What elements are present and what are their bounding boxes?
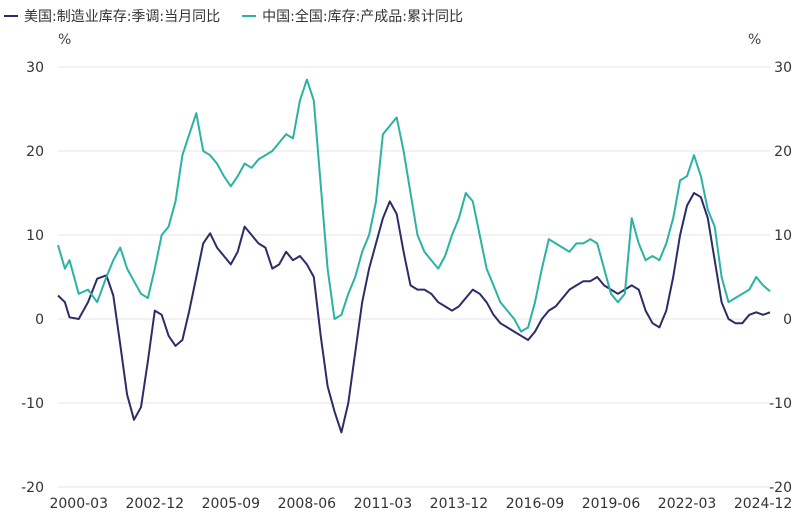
x-tick-label: 2024-12 [734, 496, 793, 512]
y-left-tick-label: 20 [26, 144, 44, 160]
y-right-tick-label: 0 [783, 312, 792, 328]
x-tick-label: 2011-03 [354, 496, 413, 512]
y-right-tick-label: -20 [769, 480, 792, 496]
y-left-tick-label: -20 [21, 480, 44, 496]
legend-item-us: 美国:制造业库存:季调:当月同比 [4, 6, 220, 26]
y-left-tick-label: -10 [21, 396, 44, 412]
x-tick-label: 2005-09 [202, 496, 261, 512]
legend-label-us: 美国:制造业库存:季调:当月同比 [24, 9, 221, 25]
y-right-tick-label: 30 [774, 60, 792, 76]
y-right-tick-label: 20 [774, 144, 792, 160]
x-tick-label: 2008-06 [278, 496, 337, 512]
x-tick-label: 2016-09 [506, 496, 565, 512]
y-left-tick-label: 10 [26, 228, 44, 244]
y-left-tick-label: 0 [35, 312, 44, 328]
series-lines [57, 78, 771, 434]
legend-swatch-us [4, 15, 18, 17]
series-line-1 [57, 78, 771, 333]
x-tick-label: 2019-06 [582, 496, 641, 512]
y-axis-right-ticks: 30 20 10 0 -10 -20 [769, 60, 792, 496]
x-axis-ticks: 2000-03 2002-12 2005-09 2008-06 2011-03 2013-… [49, 496, 792, 512]
x-tick-label: 2002-12 [126, 496, 185, 512]
y-right-tick-label: 10 [774, 228, 792, 244]
y-axis-left-unit: % [58, 32, 72, 48]
y-right-tick-label: -10 [769, 396, 792, 412]
y-axis-right-unit: % [748, 32, 762, 48]
y-left-tick-label: 30 [26, 60, 44, 76]
gridlines [58, 66, 770, 488]
x-tick-label: 2000-03 [49, 496, 108, 512]
x-tick-label: 2022-03 [658, 496, 717, 512]
y-axis-left-ticks: 30 20 10 0 -10 -20 [21, 60, 44, 496]
legend-swatch-china [242, 15, 257, 17]
series-line-0 [57, 192, 771, 434]
legend-item-china: 中国:全国:库存:产成品:累计同比 [242, 6, 463, 26]
x-tick-label: 2013-12 [430, 496, 489, 512]
legend-label-china: 中国:全国:库存:产成品:累计同比 [262, 9, 464, 25]
legend: 美国:制造业库存:季调:当月同比 中国:全国:库存:产成品:累计同比 [4, 6, 463, 26]
